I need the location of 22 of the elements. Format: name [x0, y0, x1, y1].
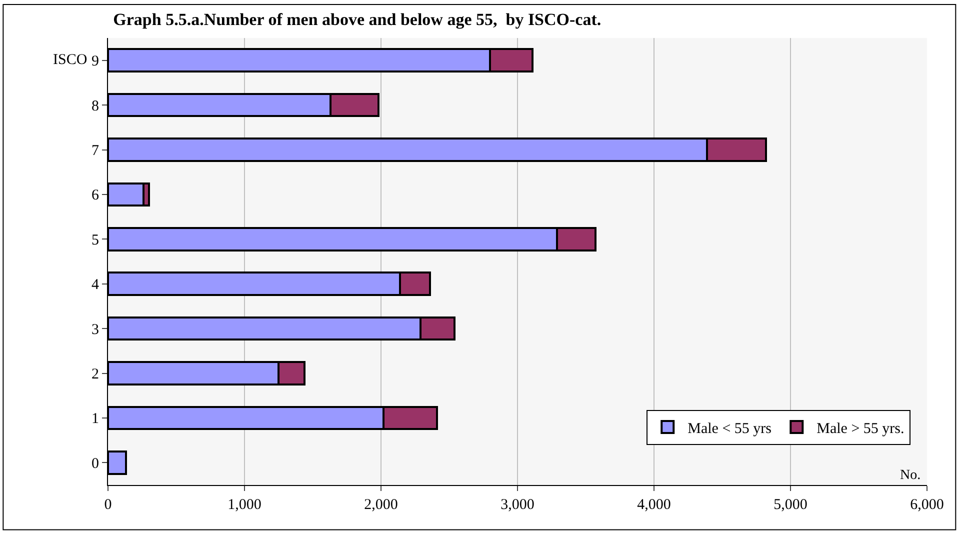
x-tick-label: 6,000 — [910, 497, 944, 513]
y-tick-label: 3 — [92, 322, 99, 338]
y-tick-label: 2 — [92, 366, 99, 382]
y-tick-label: 1 — [92, 411, 99, 428]
x-tick-label: 3,000 — [500, 497, 534, 513]
legend-label: Male > 55 yrs. — [816, 420, 904, 437]
x-tick-label: 1,000 — [228, 497, 262, 513]
y-tick-label: 5 — [92, 232, 99, 248]
y-tick-label: 0 — [92, 456, 99, 472]
x-tick-label: 5,000 — [774, 497, 808, 513]
chart-title: Graph 5.5.a.Number of men above and below age 55, by ISCO-cat. — [113, 10, 602, 30]
y-tick-label: 7 — [92, 143, 100, 159]
y-tick-label: 4 — [92, 277, 100, 294]
x-tick-label: 4,000 — [637, 497, 671, 513]
x-tick-label: 2,000 — [364, 497, 398, 513]
y-tick-label: 8 — [92, 98, 99, 114]
y-tick-label: 9 — [92, 54, 99, 70]
x-axis-title: No. — [900, 468, 921, 483]
legend-label: Male < 55 yrs — [688, 420, 772, 437]
y-axis-title: ISCO — [53, 52, 88, 68]
x-tick-label: 0 — [104, 497, 112, 513]
y-tick-label: 6 — [92, 188, 100, 204]
